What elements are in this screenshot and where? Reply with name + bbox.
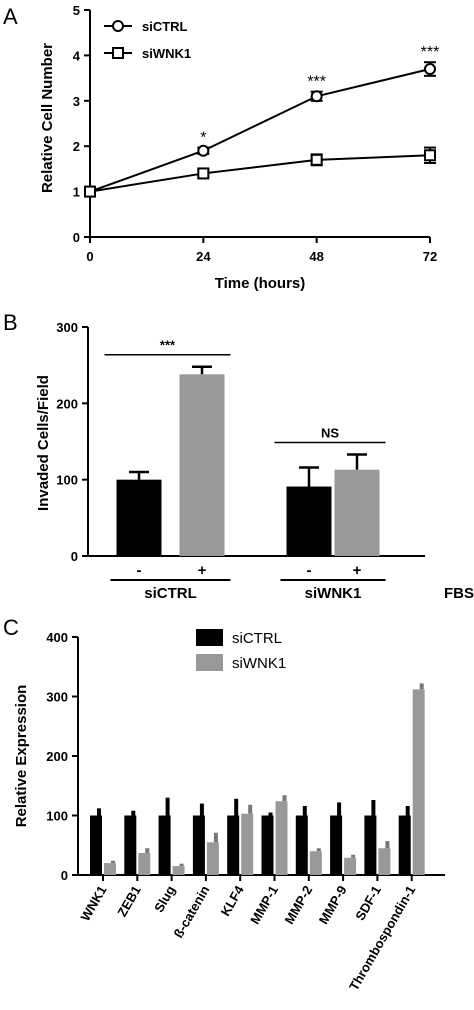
chart-a-point-siWNK1 bbox=[197, 167, 210, 180]
chart-c-legend-label: siCTRL bbox=[232, 630, 282, 647]
chart-c-bar-siCTRL bbox=[261, 815, 274, 875]
chart-c-legend-swatch bbox=[196, 629, 223, 646]
chart-a-xtick-label: 0 bbox=[86, 249, 93, 264]
chart-c-category-label: WNK1 bbox=[77, 883, 109, 924]
chart-c-bar-siWNK1 bbox=[309, 851, 322, 875]
chart-b-significance-label: NS bbox=[321, 425, 339, 440]
chart-a-significance: * bbox=[200, 130, 206, 147]
panel-letter-a: A bbox=[3, 4, 18, 29]
chart-a-ytick-label: 4 bbox=[73, 48, 81, 63]
chart-a-series-line-siCTRL bbox=[89, 68, 431, 193]
chart-a-legend-label: siCTRL bbox=[142, 19, 188, 34]
chart-a-series-line-siWNK1 bbox=[89, 154, 431, 193]
chart-c-bar-siWNK1 bbox=[344, 857, 357, 875]
chart-c-bar-siWNK1 bbox=[138, 852, 151, 875]
chart-c-category-label: Thrombospondin-1 bbox=[346, 883, 418, 993]
chart-b-significance-label: *** bbox=[160, 338, 176, 353]
chart-a-point-siWNK1 bbox=[84, 185, 96, 198]
chart-c-category-label: MMP-2 bbox=[281, 883, 315, 927]
chart-a-ytick-label: 2 bbox=[73, 139, 80, 154]
chart-a-xtick-label: 24 bbox=[196, 249, 211, 264]
panel-letter-b: B bbox=[3, 310, 18, 335]
chart-a-ytick-label: 0 bbox=[73, 230, 80, 245]
chart-c-bar-siCTRL bbox=[295, 815, 308, 875]
chart-b-ytick-label: 300 bbox=[56, 320, 78, 335]
chart-c-bar-siWNK1 bbox=[412, 689, 425, 875]
chart-c-category-label: Slug bbox=[151, 883, 178, 915]
chart-c-bar-siWNK1 bbox=[172, 866, 185, 875]
chart-b-ylabel: Invaded Cells/Field bbox=[35, 375, 52, 511]
chart-c-category-label: MMP-1 bbox=[247, 883, 281, 927]
chart-b-bar-label: - bbox=[307, 562, 312, 579]
chart-c-category-label: KLF4 bbox=[218, 882, 248, 918]
chart-b-row-label: FBS bbox=[444, 585, 474, 602]
chart-c-expression: Relative Expression 0 100 200 300 400 WNK1 ZEB… bbox=[13, 629, 445, 993]
chart-b-bar-siCTRL bbox=[179, 374, 225, 556]
chart-a-point-siCTRL bbox=[424, 63, 436, 76]
chart-a-ytick-label: 5 bbox=[73, 3, 80, 18]
chart-a-ytick-label: 1 bbox=[73, 185, 80, 200]
chart-c-bar-siWNK1 bbox=[378, 848, 391, 875]
chart-c-bar-siWNK1 bbox=[206, 842, 219, 875]
chart-c-bar-siCTRL bbox=[158, 815, 171, 875]
chart-c-ytick-label: 200 bbox=[46, 749, 68, 764]
chart-b-bar-label: + bbox=[353, 562, 362, 579]
chart-a-legend-marker bbox=[112, 20, 124, 32]
chart-b-ytick-label: 0 bbox=[71, 549, 78, 564]
chart-b-bar-siWNK1 bbox=[334, 469, 380, 556]
chart-b-ytick-label: 200 bbox=[56, 396, 78, 411]
chart-a-ytick-label: 3 bbox=[73, 94, 80, 109]
chart-a-legend-marker bbox=[112, 47, 124, 59]
chart-c-bar-siWNK1 bbox=[241, 813, 254, 875]
chart-b-group-label: siWNK1 bbox=[305, 585, 362, 602]
chart-b-bar-label: + bbox=[198, 562, 207, 579]
chart-c-bar-siCTRL bbox=[398, 815, 411, 875]
chart-b-group-label: siCTRL bbox=[144, 585, 197, 602]
chart-c-bar-siCTRL bbox=[227, 815, 240, 875]
chart-a-point-siWNK1 bbox=[310, 153, 323, 166]
chart-a-growth-curve: Relative Cell Number Time (hours) 0 1 2 3 4 5… bbox=[39, 3, 439, 292]
panel-letter-c: C bbox=[3, 615, 19, 640]
chart-c-ytick-label: 100 bbox=[46, 809, 68, 824]
chart-c-legend-label: siWNK1 bbox=[232, 655, 286, 672]
chart-a-xtick-label: 48 bbox=[309, 249, 323, 264]
chart-c-bar-siCTRL bbox=[124, 815, 137, 875]
chart-c-bar-siCTRL bbox=[330, 815, 343, 875]
chart-b-ytick-label: 100 bbox=[56, 473, 78, 488]
chart-c-category-label: MMP-9 bbox=[316, 883, 350, 927]
chart-c-bar-siCTRL bbox=[90, 815, 102, 875]
chart-a-point-siCTRL bbox=[197, 144, 210, 157]
chart-a-significance: *** bbox=[307, 74, 326, 91]
chart-b-bar-label: - bbox=[137, 562, 142, 579]
chart-c-ytick-label: 0 bbox=[61, 868, 68, 883]
chart-c-bar-siWNK1 bbox=[275, 801, 288, 875]
chart-c-bar-siCTRL bbox=[364, 815, 377, 875]
chart-b-bar-siWNK1 bbox=[286, 486, 332, 556]
chart-c-category-label: SDF-1 bbox=[352, 883, 384, 923]
chart-c-ytick-label: 400 bbox=[46, 630, 68, 645]
chart-a-point-siWNK1 bbox=[424, 149, 436, 162]
chart-c-category-label: ZEB1 bbox=[114, 883, 144, 919]
chart-c-bar-siCTRL bbox=[192, 815, 205, 875]
chart-c-ytick-label: 300 bbox=[46, 690, 68, 705]
chart-a-legend-label: siWNK1 bbox=[142, 46, 191, 61]
chart-a-xtick-label: 72 bbox=[423, 249, 437, 264]
chart-a-xlabel: Time (hours) bbox=[215, 275, 306, 292]
chart-a-point-siCTRL bbox=[310, 90, 323, 103]
chart-a-significance: *** bbox=[421, 44, 440, 61]
chart-c-bar-siWNK1 bbox=[104, 863, 116, 875]
chart-b-bar-siCTRL bbox=[116, 479, 162, 556]
chart-c-ylabel: Relative Expression bbox=[13, 685, 30, 828]
chart-a-ylabel: Relative Cell Number bbox=[39, 43, 56, 193]
chart-c-legend-swatch bbox=[196, 654, 223, 671]
